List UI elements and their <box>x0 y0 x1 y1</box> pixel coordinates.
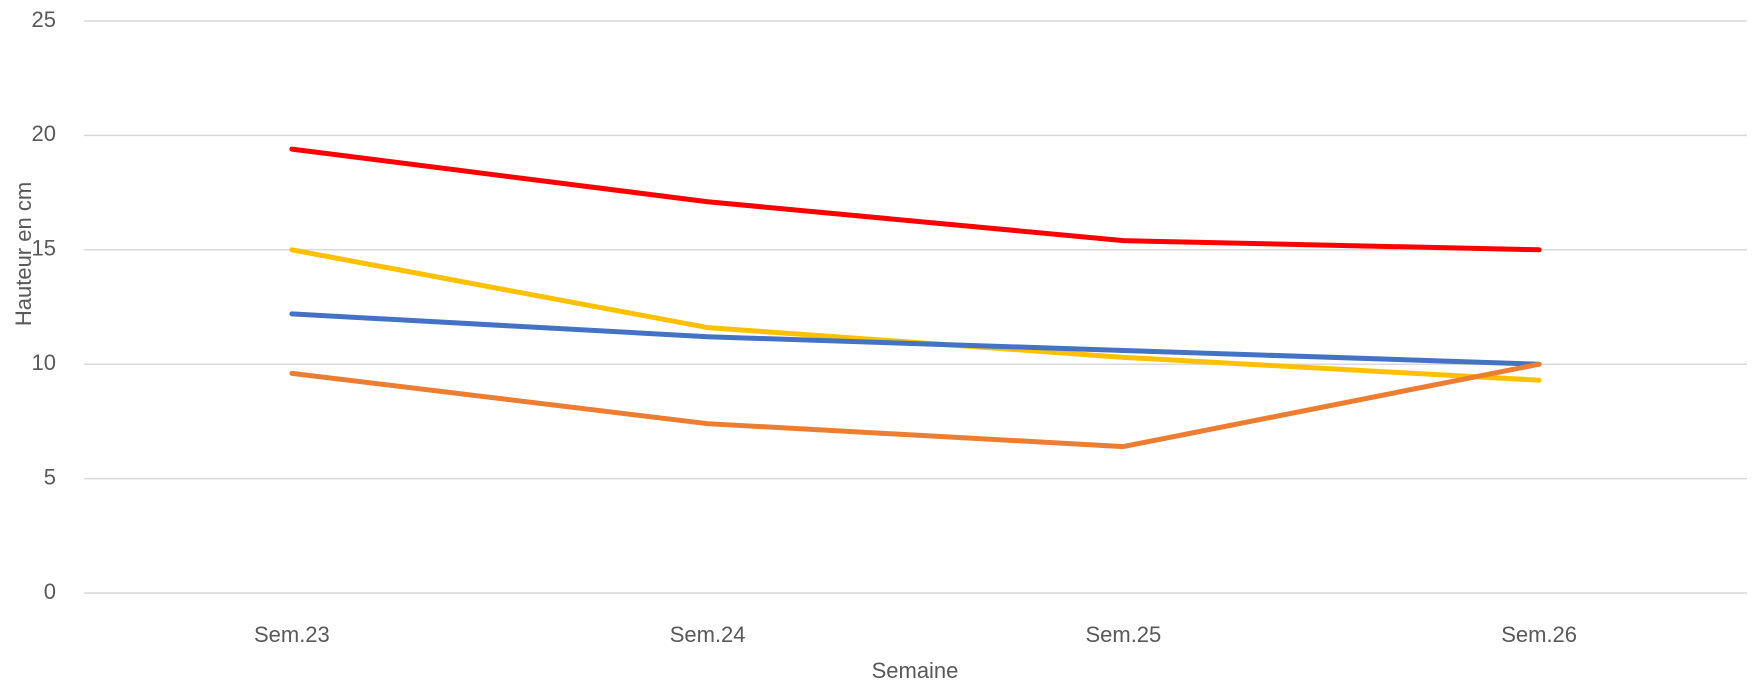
y-axis-title: Hauteur en cm <box>11 182 36 326</box>
series-line <box>289 146 1542 253</box>
y-tick-label: 20 <box>32 121 56 146</box>
y-tick-label: 25 <box>32 7 56 32</box>
x-tick-label: Sem.25 <box>1085 622 1161 647</box>
x-tick-label: Sem.23 <box>254 622 330 647</box>
x-tick-label: Sem.24 <box>670 622 746 647</box>
x-axis-title: Semaine <box>872 658 959 683</box>
y-tick-label: 0 <box>44 579 56 604</box>
y-tick-label: 5 <box>44 464 56 489</box>
y-tick-label: 10 <box>32 350 56 375</box>
y-tick-label: 15 <box>32 236 56 261</box>
x-tick-label: Sem.26 <box>1501 622 1577 647</box>
series-line <box>289 311 1542 367</box>
series-line <box>289 247 1542 383</box>
series-line <box>289 361 1542 450</box>
